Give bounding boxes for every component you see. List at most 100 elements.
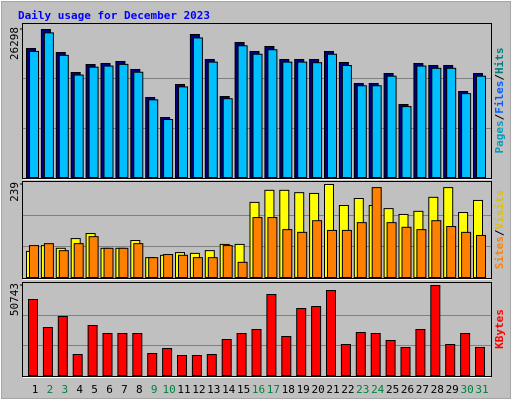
x-tick-label: 31: [475, 383, 488, 396]
legend-entry: Pages: [493, 120, 506, 153]
bar: [29, 245, 39, 279]
x-tick-label: 3: [61, 383, 68, 396]
bar: [386, 75, 397, 178]
bar: [386, 222, 397, 279]
x-tick-label: 29: [446, 383, 459, 396]
x-tick-label: 18: [282, 383, 295, 396]
bar: [281, 336, 292, 377]
bar: [311, 306, 322, 376]
bar: [267, 49, 278, 178]
x-tick-label: 15: [237, 383, 250, 396]
bar: [446, 226, 457, 278]
bar: [221, 339, 232, 377]
bar: [446, 67, 457, 178]
bar: [42, 327, 53, 376]
legend-entry: Files: [493, 81, 506, 114]
legend: Pages/Files/Hits: [493, 48, 506, 154]
bar: [73, 243, 84, 278]
bar: [206, 354, 217, 377]
y-tick-label: 50743: [8, 283, 21, 316]
x-tick-label: 20: [311, 383, 324, 396]
bar: [222, 98, 233, 178]
x-tick-label: 6: [106, 383, 113, 396]
x-tick-label: 4: [76, 383, 83, 396]
x-tick-label: 30: [460, 383, 473, 396]
bar: [297, 61, 308, 178]
bar: [460, 333, 471, 377]
x-tick-label: 5: [91, 383, 98, 396]
x-tick-label: 28: [431, 383, 444, 396]
x-tick-label: 14: [222, 383, 236, 396]
bar: [297, 231, 308, 278]
bar: [57, 316, 68, 377]
x-tick-label: 22: [341, 383, 354, 396]
x-tick-label: 9: [151, 383, 158, 396]
bar: [162, 347, 173, 376]
x-tick-label: 23: [356, 383, 369, 396]
bar: [28, 299, 38, 376]
legend-entry: Visits: [493, 190, 506, 230]
bar: [177, 355, 187, 377]
legend-entry: Sites: [493, 236, 506, 269]
chart-title: Daily usage for December 2023: [18, 9, 210, 22]
bar: [341, 65, 352, 178]
bar: [58, 54, 69, 178]
bar: [178, 254, 188, 278]
bar: [73, 74, 84, 178]
bar: [476, 75, 486, 178]
bar: [476, 234, 486, 279]
bar: [118, 63, 129, 178]
x-tick-label: 27: [416, 383, 429, 396]
bar: [237, 45, 248, 179]
bar: [327, 229, 337, 279]
legend: KBytes: [493, 309, 506, 349]
bar: [148, 257, 159, 279]
y-tick-label: 239: [8, 182, 21, 202]
x-tick-label: 13: [207, 383, 220, 396]
bar: [163, 119, 174, 178]
bar: [371, 85, 382, 178]
bar: [163, 254, 174, 278]
bar: [237, 261, 248, 279]
bar: [370, 333, 381, 377]
bar: [43, 32, 54, 178]
bar: [72, 354, 83, 377]
bar: [400, 347, 411, 376]
legend-separator: /: [493, 113, 506, 120]
bar: [356, 85, 367, 178]
bar: [133, 243, 144, 278]
x-tick-label: 8: [136, 383, 143, 396]
bar: [371, 187, 382, 279]
bar: [88, 66, 99, 178]
bar: [88, 236, 99, 278]
x-tick-label: 12: [192, 383, 205, 396]
bar: [222, 245, 233, 279]
bar: [355, 332, 366, 376]
bar: [416, 65, 427, 178]
bar: [43, 243, 54, 278]
bar: [192, 257, 203, 279]
y-tick-label: 26298: [8, 27, 21, 60]
legend-separator: /: [493, 74, 506, 81]
bar: [431, 67, 442, 178]
bar: [461, 93, 472, 178]
legend-separator: /: [493, 229, 506, 236]
legend-entry: KBytes: [493, 309, 506, 349]
bar: [192, 37, 203, 178]
bar: [431, 220, 442, 278]
x-tick-label: 24: [371, 383, 385, 396]
bar: [133, 71, 144, 178]
bar: [415, 329, 426, 376]
bar: [416, 229, 427, 278]
bar: [87, 325, 98, 376]
bar: [103, 247, 114, 279]
bar: [29, 50, 39, 179]
bar: [148, 99, 159, 178]
bar: [236, 333, 247, 377]
bar: [207, 61, 218, 178]
bar: [132, 333, 143, 377]
x-tick-label: 19: [297, 383, 310, 396]
bar: [118, 247, 129, 279]
bar: [103, 65, 114, 178]
